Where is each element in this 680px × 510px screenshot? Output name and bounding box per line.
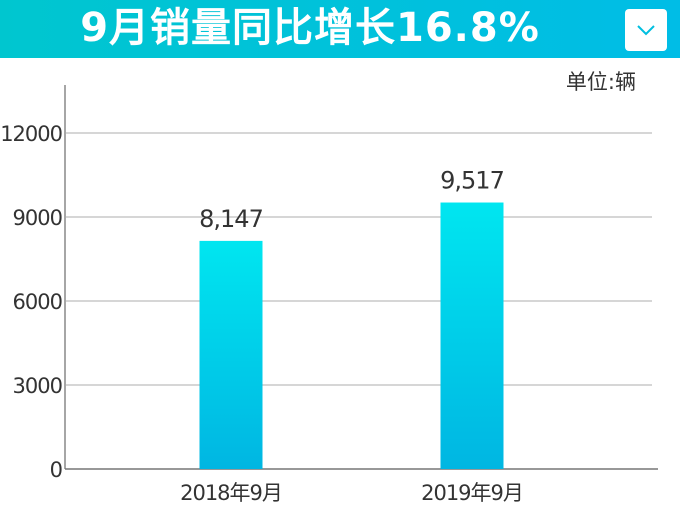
chart-title: 9月销量同比增长16.8% [80, 5, 540, 51]
data-label: 8,147 [199, 205, 263, 233]
data-label: 9,517 [440, 167, 504, 195]
y-tick-label: 9000 [13, 206, 62, 230]
y-tick-label: 6000 [13, 290, 62, 314]
y-tick-label: 3000 [13, 374, 62, 398]
x-tick-label: 2019年9月 [421, 481, 523, 505]
x-tick-label: 2018年9月 [180, 481, 282, 505]
bar [440, 202, 504, 470]
chevron-down-icon [637, 25, 655, 36]
title-banner: 9月销量同比增长16.8% [0, 0, 680, 58]
bar [199, 240, 263, 469]
y-tick-label: 0 [50, 458, 62, 482]
unit-label: 单位:辆 [565, 70, 636, 94]
y-tick-label: 12000 [0, 122, 62, 146]
dropdown-button[interactable] [625, 9, 667, 51]
